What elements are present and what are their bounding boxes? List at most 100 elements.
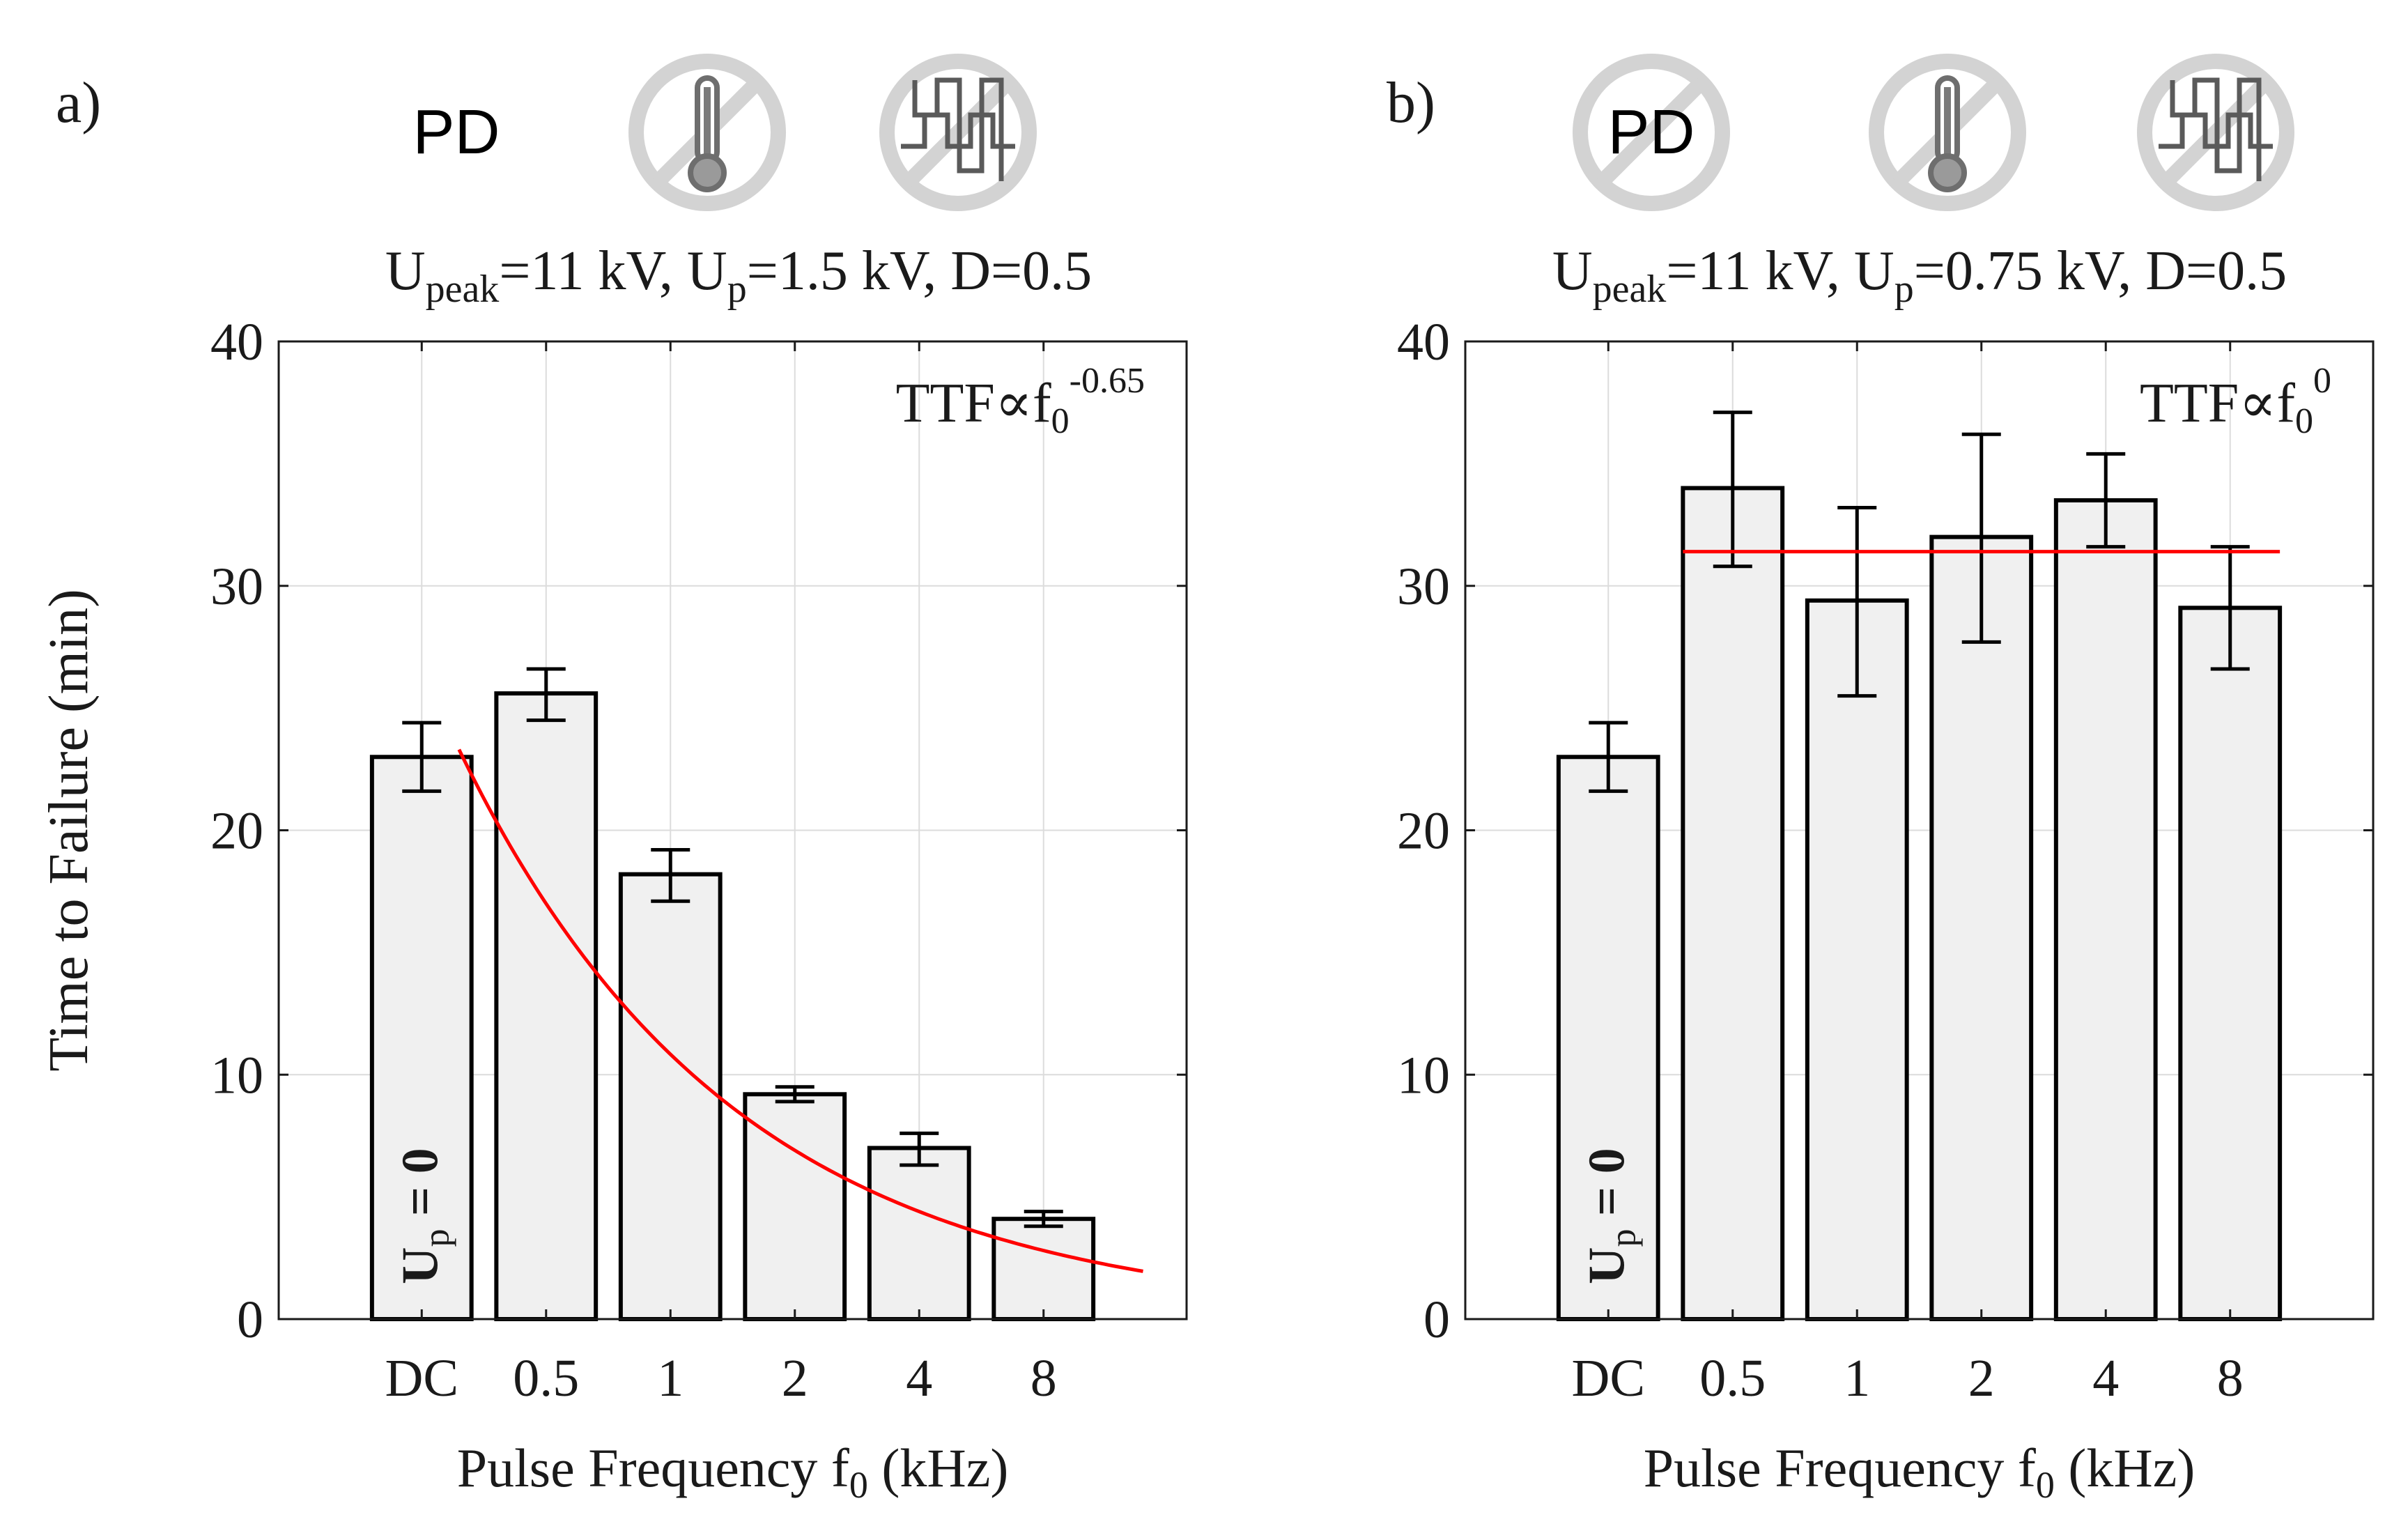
dc-label-sub: p xyxy=(417,1229,456,1247)
x-tick-label: 0.5 xyxy=(513,1349,579,1408)
xlabel-sub: 0 xyxy=(2036,1464,2055,1506)
fit-line xyxy=(457,748,1143,1273)
thermometer-icon xyxy=(1869,54,2026,211)
annotation-sup: -0.65 xyxy=(1070,361,1145,401)
chart-title: Upeak=11 kV, Up=1.5 kV, D=0.5 xyxy=(385,240,1092,311)
bar-DC xyxy=(369,755,474,1321)
y-tick-label: 40 xyxy=(1397,313,1450,371)
x-axis-label: Pulse Frequency f0 (kHz) xyxy=(457,1438,1009,1506)
annotation-prop: ∝ xyxy=(995,373,1033,434)
xlabel-post: (kHz) xyxy=(868,1438,1008,1498)
x-tick-label: 0.5 xyxy=(1699,1349,1766,1408)
title-u: U xyxy=(1552,240,1593,302)
bar-1 xyxy=(1805,598,1909,1321)
bar-4 xyxy=(867,1146,971,1321)
annotation-base: TTF xyxy=(2140,373,2239,434)
thermometer-bulb xyxy=(1928,153,1967,192)
x-tick-label: 1 xyxy=(657,1349,684,1408)
pd-icon-label: PD xyxy=(412,98,500,167)
waveform-icon xyxy=(2137,54,2294,211)
x-axis-label: Pulse Frequency f0 (kHz) xyxy=(1644,1438,2195,1506)
fit-annotation: TTF∝f00 xyxy=(2140,361,2331,441)
title-tail: =1.5 kV, D=0.5 xyxy=(747,240,1092,302)
bar-8 xyxy=(2178,606,2283,1321)
title-mid: =11 kV, U xyxy=(499,240,727,302)
y-tick-label: 30 xyxy=(210,557,263,616)
title-mid: =11 kV, U xyxy=(1666,240,1894,302)
chart-title: Upeak=11 kV, Up=0.75 kV, D=0.5 xyxy=(1552,240,2287,311)
y-tick-label: 0 xyxy=(1423,1291,1450,1349)
bar-DC xyxy=(1556,755,1660,1321)
x-tick-label: 4 xyxy=(2092,1349,2119,1408)
x-tick-label: 8 xyxy=(1031,1349,1057,1408)
panel-label: b) xyxy=(1387,70,1435,135)
dc-label-eq: = 0 xyxy=(1578,1148,1635,1229)
waveform-icon xyxy=(879,54,1037,211)
bar-1 xyxy=(618,872,723,1321)
annotation-sub: 0 xyxy=(1051,401,1070,441)
annotation-f: f xyxy=(2276,373,2295,434)
title-peak-sub: peak xyxy=(426,268,500,311)
annotation-prop: ∝ xyxy=(2239,373,2276,434)
fit-annotation: TTF∝f0-0.65 xyxy=(896,361,1145,441)
bar-0.5 xyxy=(1681,486,1785,1322)
dc-label-sub: p xyxy=(1603,1229,1643,1247)
x-tick-label: 4 xyxy=(906,1349,932,1408)
x-tick-label: 1 xyxy=(1844,1349,1870,1408)
dc-bar-label: Up = 0 xyxy=(1578,1148,1643,1284)
pd-icon: PD xyxy=(1573,54,1730,211)
title-peak-sub: peak xyxy=(1593,268,1667,311)
thermometer-bulb xyxy=(688,153,727,192)
waveform-trace xyxy=(2170,77,2262,181)
thermometer-icon xyxy=(628,54,786,211)
title-u: U xyxy=(385,240,426,302)
y-tick-label: 10 xyxy=(1397,1046,1450,1104)
y-axis-label: Time to Failure (min) xyxy=(38,589,100,1072)
panel-label: a) xyxy=(56,70,101,135)
thermometer-mercury xyxy=(704,87,711,164)
dc-label-u: U xyxy=(1578,1247,1635,1284)
annotation-f: f xyxy=(1033,373,1051,434)
annotation-sub: 0 xyxy=(2295,401,2313,441)
title-p-sub: p xyxy=(727,268,747,311)
xlabel-post: (kHz) xyxy=(2055,1438,2195,1498)
pd-icon-label: PD xyxy=(1607,98,1695,167)
y-tick-label: 20 xyxy=(210,802,263,861)
bar-0.5 xyxy=(494,691,599,1321)
prohibition-circle xyxy=(879,54,1037,211)
xlabel-pre: Pulse Frequency f xyxy=(457,1438,849,1498)
waveform-trace xyxy=(912,77,1004,181)
xlabel-sub: 0 xyxy=(849,1464,868,1506)
thermometer-mercury xyxy=(1944,87,1951,164)
annotation-base: TTF xyxy=(896,373,995,434)
prohibition-slash xyxy=(1596,77,1707,188)
pd-icon: PD xyxy=(412,98,500,167)
annotation-sup: 0 xyxy=(2313,361,2331,401)
y-tick-label: 30 xyxy=(1397,557,1450,616)
bar-8 xyxy=(991,1217,1096,1321)
x-tick-label: DC xyxy=(1571,1349,1645,1408)
bar-4 xyxy=(2053,498,2158,1321)
y-tick-label: 20 xyxy=(1397,802,1450,861)
prohibition-circle xyxy=(1573,54,1730,211)
x-tick-label: 8 xyxy=(2217,1349,2244,1408)
y-tick-label: 0 xyxy=(237,1291,263,1349)
prohibition-circle xyxy=(1869,54,2026,211)
xlabel-pre: Pulse Frequency f xyxy=(1644,1438,2036,1498)
x-tick-label: 2 xyxy=(1968,1349,1995,1408)
title-tail: =0.75 kV, D=0.5 xyxy=(1914,240,2287,302)
dc-label-u: U xyxy=(392,1247,449,1284)
bar-2 xyxy=(1929,534,2034,1321)
prohibition-circle xyxy=(2137,54,2294,211)
y-tick-label: 40 xyxy=(210,313,263,371)
prohibition-circle xyxy=(628,54,786,211)
x-tick-label: 2 xyxy=(782,1349,808,1408)
dc-bar-label: Up = 0 xyxy=(392,1148,456,1284)
x-tick-label: DC xyxy=(385,1349,458,1408)
title-p-sub: p xyxy=(1894,268,1914,311)
y-tick-label: 10 xyxy=(210,1046,263,1104)
dc-label-eq: = 0 xyxy=(392,1148,449,1229)
